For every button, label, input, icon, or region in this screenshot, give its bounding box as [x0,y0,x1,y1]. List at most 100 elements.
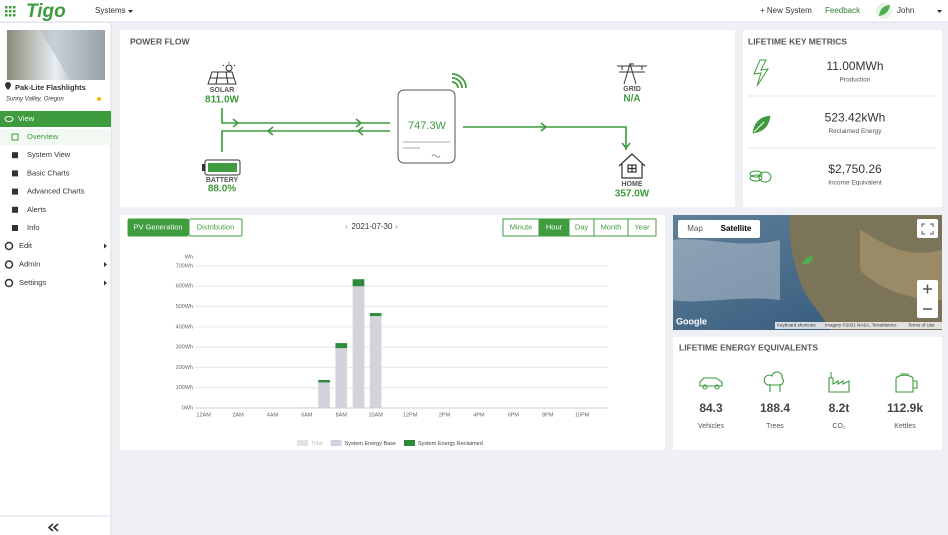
map-tab[interactable]: Satellite [721,224,752,233]
chart-panel [120,215,665,450]
user-name[interactable]: John [897,6,914,15]
legend-label[interactable]: System Energy Base [345,441,396,447]
inverter [397,89,456,164]
battery-level [208,163,237,172]
menu-icon [11,133,19,141]
chart-tab[interactable] [127,218,189,237]
expand-arrow [104,262,107,267]
menu-item[interactable]: Overview [27,132,59,141]
x-tick-label: 12PM [403,412,418,418]
metric-value: $2,750.26 [828,162,882,176]
collapse-button[interactable] [47,523,59,532]
y-tick-label: 500Wh [176,304,193,310]
zoom-control [917,280,938,318]
chart-tab-label[interactable]: PV Generation [133,222,182,231]
bar-segment [369,316,382,408]
menu-section[interactable]: Edit [19,241,33,250]
map-attribution[interactable]: Keyboard shortcuts [777,323,817,328]
menu: Overview System View Basic Charts Advanced … [4,132,107,288]
map-brand: Google [676,316,707,326]
production-icon [753,59,770,87]
equivalent-value: 112.9k [887,401,923,415]
y-tick-label: 400Wh [176,324,193,330]
system-name: Pak-Lite Flashlights [15,83,86,92]
y-tick-label: 0Wh [182,405,193,411]
map-tab-bg [678,220,760,238]
menu-item[interactable]: System View [27,150,71,159]
income-icon [749,170,772,183]
map-attribution[interactable]: Terms of Use [908,323,935,328]
feedback[interactable]: Feedback [825,6,861,15]
y-tick-label: 200Wh [176,365,193,371]
x-tick-label: 6AM [301,412,313,418]
y-unit: Wh [185,254,193,260]
panel-title: LIFETIME ENERGY EQUIVALENTS [679,342,818,352]
bar-segment [335,343,348,349]
x-tick-label: 4AM [267,412,279,418]
grid-label: GRID [623,86,641,93]
legend-swatch[interactable] [330,440,342,446]
x-tick-label: 4PM [473,412,485,418]
legend-label[interactable]: Total [311,441,323,447]
menu-item[interactable]: Advanced Charts [27,187,85,196]
inverter-detail [403,141,450,149]
menu-section[interactable]: Admin [19,259,40,268]
fullscreen-button[interactable] [917,219,938,238]
chart-controls: PV Generation Distribution Minute Hour Day Mo… [127,218,657,237]
legend-swatch[interactable] [297,440,308,446]
panel-title: POWER FLOW [130,36,190,46]
range-label[interactable]: Day [575,222,589,231]
systems-menu[interactable]: Systems [95,6,126,15]
menu-icon [4,241,14,251]
map-clouds [673,238,780,302]
date-next[interactable]: › [395,222,398,231]
inverter-wave [431,154,441,158]
equivalent-label: Vehicles [698,423,725,430]
menu-item[interactable]: Alerts [27,205,46,214]
legend-swatch[interactable] [403,440,415,446]
menu-item[interactable]: Info [27,223,40,232]
menu-section[interactable]: Settings [19,278,46,287]
view-header[interactable] [0,111,111,127]
system-location: Sunny Valley, Oregon [6,97,64,103]
apps-icon[interactable] [5,6,16,17]
legend-label[interactable]: System Energy Reclaimed [418,441,483,447]
date-prev[interactable]: ‹ [345,222,348,231]
home-icon [618,153,646,179]
menu-icon [12,170,18,177]
view-label[interactable]: View [18,114,35,123]
equivalent-value: 8.2t [829,401,850,415]
range-label[interactable]: Month [601,222,622,231]
y-tick-label: 700Wh [176,263,193,269]
battery-tip [202,164,205,171]
flow-lines [221,108,631,152]
chart-tab-label[interactable]: Distribution [197,222,235,231]
equivalent-value: 188.4 [760,401,790,415]
x-tick-label: 10AM [369,412,384,418]
metric-value: 523.42kWh [825,111,886,125]
new-system[interactable]: + New System [760,6,812,15]
x-tick-label: 8PM [542,412,554,418]
x-tick-label: 2AM [232,412,244,418]
key-metrics-panel [743,30,942,207]
menu-icon [12,188,18,195]
menu-icon [12,152,18,159]
range-label[interactable]: Minute [510,222,533,231]
range-label[interactable]: Hour [546,222,563,231]
eye-icon [4,116,14,122]
avatar-leaf [879,5,890,16]
menu-icon [4,260,14,269]
battery-value: 88.0% [208,184,236,195]
map-tab[interactable]: Map [687,224,703,233]
solar-value: 811.0W [205,95,239,106]
map-marker[interactable] [802,256,813,265]
menu-item[interactable]: Basic Charts [27,168,70,177]
bar-segment [352,286,365,408]
range-label[interactable]: Year [634,222,650,231]
sidebar [0,23,111,535]
grid-icon [617,62,647,85]
chart-tab[interactable] [188,218,243,237]
logo[interactable]: Tigo [26,1,66,22]
zoom-in[interactable] [923,284,932,294]
range-button[interactable] [627,218,657,237]
